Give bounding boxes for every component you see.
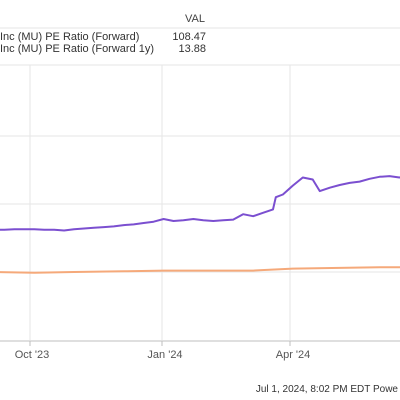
legend-row-2-label: Inc (MU) PE Ratio (Forward 1y) <box>0 43 154 55</box>
legend-row-1-label: Inc (MU) PE Ratio (Forward) <box>0 31 139 43</box>
x-ticks: Oct '23 Jan '24 Apr '24 <box>15 341 311 361</box>
series-layer <box>0 175 400 274</box>
legend: VAL Inc (MU) PE Ratio (Forward) 108.47 I… <box>0 13 400 55</box>
series-line-2 <box>0 266 400 274</box>
legend-value-header: VAL <box>185 13 205 25</box>
legend-row-2-value: 13.88 <box>178 43 206 55</box>
legend-row-1-value: 108.47 <box>172 31 206 43</box>
x-tick-label-jan: Jan '24 <box>147 349 182 361</box>
x-tick-label-apr: Apr '24 <box>276 349 311 361</box>
series-line-1 <box>0 175 400 232</box>
x-tick-label-oct: Oct '23 <box>15 349 50 361</box>
footer-timestamp: Jul 1, 2024, 8:02 PM EDT Powe <box>256 384 399 395</box>
